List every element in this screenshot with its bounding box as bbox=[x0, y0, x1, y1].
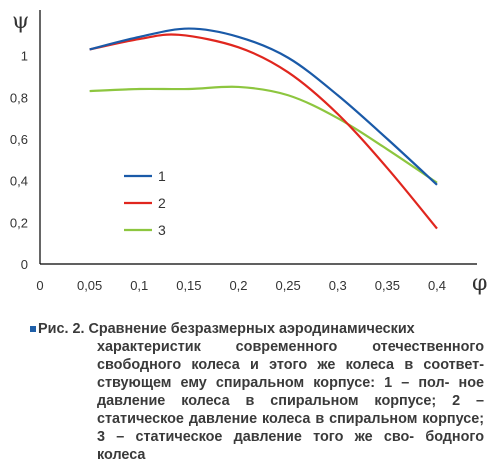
caption-first-text: Сравнение безразмерных аэродинамических bbox=[88, 321, 415, 337]
y-tick-label: 0,6 bbox=[10, 132, 28, 147]
x-tick-label: 0,15 bbox=[176, 278, 201, 293]
figure-caption: Рис. 2. Сравнение безразмерных аэродинами… bbox=[30, 320, 484, 464]
series-line-1 bbox=[89, 27, 438, 186]
y-tick-label: 1 bbox=[21, 49, 28, 64]
y-tick-label: 0,2 bbox=[10, 215, 28, 230]
caption-line: ствующем ему спиральном корпусе: 1 – пол… bbox=[97, 375, 450, 391]
x-tick-label: 0,35 bbox=[375, 278, 400, 293]
x-tick-label: 0 bbox=[36, 278, 43, 293]
legend-label-3: 3 bbox=[158, 222, 166, 238]
caption-line: 2 – статическое давление колеса в спирал… bbox=[97, 393, 485, 427]
y-tick-label: 0,4 bbox=[10, 174, 28, 189]
tick-labels: 0 0,05 0,1 0,15 0,2 0,25 0,3 0,35 0,4 0 0,2 0,4 0,6 0… bbox=[10, 49, 446, 293]
x-axis-label: φ bbox=[472, 271, 487, 296]
y-axis-label: ψ bbox=[12, 9, 29, 34]
chart: 0 0,05 0,1 0,15 0,2 0,25 0,3 0,35 0,4 0 0,2 0,4 0,6 0… bbox=[10, 9, 487, 296]
y-tick-label: 0,8 bbox=[10, 90, 28, 105]
x-tick-label: 0,3 bbox=[329, 278, 347, 293]
legend-label-1: 1 bbox=[158, 168, 166, 184]
x-tick-label: 0,4 bbox=[428, 278, 446, 293]
series-line-3 bbox=[89, 85, 438, 184]
caption-line: характеристик современного отечественног… bbox=[97, 339, 484, 355]
figure-label: Рис. 2. bbox=[38, 321, 85, 337]
x-tick-label: 0,1 bbox=[130, 278, 148, 293]
caption-line: ное давление колеса в спиральном корпусе… bbox=[97, 375, 484, 409]
legend-label-2: 2 bbox=[158, 195, 166, 211]
series-line-2 bbox=[89, 33, 438, 230]
legend: 1 2 3 bbox=[124, 168, 166, 238]
x-tick-label: 0,25 bbox=[275, 278, 300, 293]
caption-first-line: Рис. 2. Сравнение безразмерных аэродинами… bbox=[38, 320, 484, 338]
series-lines bbox=[89, 27, 438, 230]
caption-line: свободного колеса и этого же колеса в со… bbox=[97, 357, 484, 373]
axes bbox=[39, 10, 477, 265]
caption-body: характеристик современного отечественног… bbox=[38, 338, 484, 464]
y-tick-label: 0 bbox=[21, 257, 28, 272]
caption-line: бодного колеса bbox=[97, 429, 485, 463]
caption-bullet bbox=[30, 326, 36, 332]
caption-line: корпусе; 3 – статическое давление того ж… bbox=[97, 411, 485, 445]
x-tick-label: 0,2 bbox=[229, 278, 247, 293]
x-tick-label: 0,05 bbox=[77, 278, 102, 293]
